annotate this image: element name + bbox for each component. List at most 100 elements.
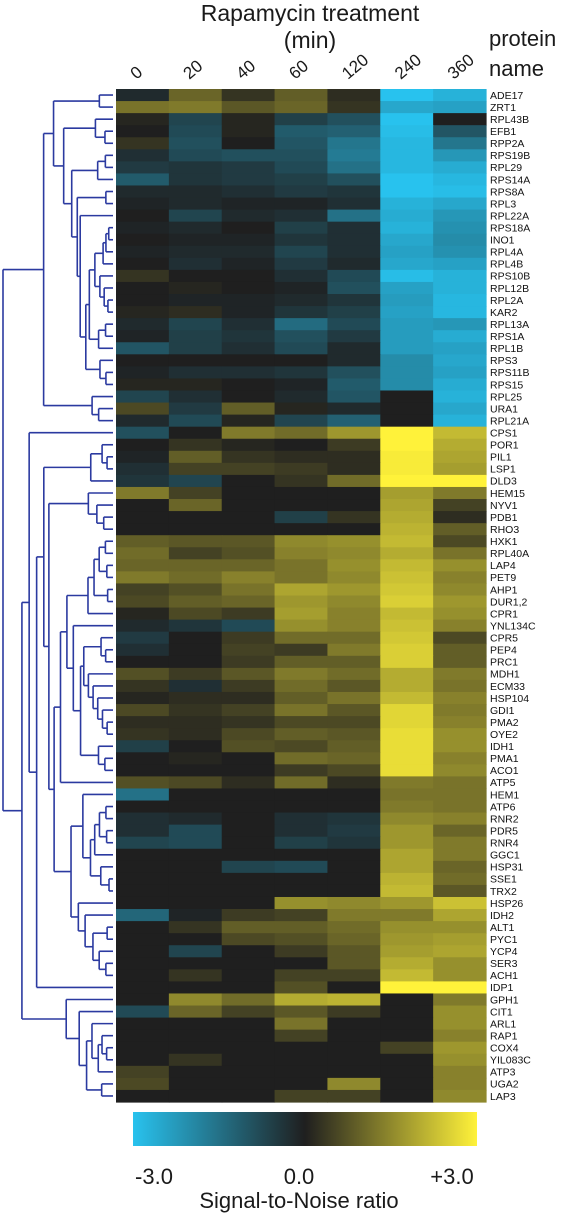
heatmap-cell [327,595,381,609]
chart-title-line2: (min) [284,27,336,53]
row-label: RHO3 [490,524,519,536]
heatmap-cell [327,245,381,259]
heatmap-cell [221,728,276,741]
heatmap-cell [380,474,434,488]
heatmap-cell [274,269,329,283]
heatmap-cell [168,740,223,753]
heatmap-cell [274,414,329,428]
row-label: COX4 [490,1043,519,1055]
heatmap-cell [433,571,487,585]
heatmap-cell [327,945,381,958]
heatmap-cell [380,631,434,645]
heatmap-cell [168,511,223,524]
heatmap-cell [433,438,487,452]
row-label: RPL13A [490,319,529,331]
heatmap-cell [116,1029,170,1043]
heatmap-cell [274,655,329,669]
heatmap-cell [221,764,276,777]
heatmap-cell [433,474,487,488]
heatmap-cell [327,306,381,319]
heatmap-cell [327,896,381,910]
heatmap-cell [168,1041,223,1055]
heatmap-cell [380,173,434,187]
heatmap-cell [116,438,170,452]
heatmap-cell [274,752,329,765]
heatmap-cell [327,583,381,597]
heatmap-cell [116,752,170,765]
heatmap-cell [327,788,381,802]
heatmap-cell [221,281,276,295]
heatmap-cell [221,1017,276,1031]
heatmap-cell [168,981,223,995]
row-label: PRC1 [490,657,518,669]
heatmap-cell [327,390,381,404]
heatmap-cell [327,860,381,874]
heatmap-cell [433,269,487,283]
heatmap-cell [116,402,170,416]
heatmap-cell [168,969,223,983]
heatmap-cell [327,318,381,331]
row-label: IDP1 [490,982,514,994]
heatmap-cell [221,306,276,319]
heatmap-cell [221,595,276,609]
row-label: RNR2 [490,813,519,825]
heatmap-cell [116,486,170,500]
row-label: HSP31 [490,862,523,874]
heatmap-cell [116,390,170,404]
heatmap-cell [221,511,276,524]
heatmap-cell [380,137,434,150]
heatmap-cell [433,342,487,355]
heatmap-cell [221,836,276,850]
heatmap-cell [433,716,487,729]
heatmap-cell [433,257,487,271]
heatmap-cell [221,667,276,681]
heatmap-cell [327,679,381,693]
heatmap-cell [433,318,487,331]
heatmap-cell [327,716,381,729]
heatmap-cell [380,233,434,247]
heatmap-cell [274,281,329,295]
heatmap-cell [433,426,487,440]
heatmap-cell [327,149,381,162]
heatmap-cell [221,752,276,765]
heatmap-cell [221,318,276,331]
heatmap-cell [221,245,276,259]
column-label: 0 [127,62,146,83]
heatmap-cell [168,993,223,1007]
heatmap-cell [433,185,487,199]
heatmap-cell [168,824,223,838]
heatmap-cell [168,933,223,946]
heatmap-cell [168,342,223,355]
heatmap-cell [274,691,329,705]
heatmap-cell [433,860,487,874]
heatmap-cell [221,1041,276,1055]
heatmap-cell [380,848,434,862]
heatmap-cell [433,704,487,717]
heatmap-cell [221,547,276,560]
heatmap-cell [274,233,329,247]
heatmap-cell [380,1077,434,1091]
row-label: RPS11B [490,367,530,379]
heatmap-cell [116,269,170,283]
heatmap-cell [327,523,381,536]
row-label: ATP5 [490,777,516,789]
row-label: ACH1 [490,970,518,982]
heatmap-cell [168,269,223,283]
row-label: HEM1 [490,789,519,801]
heatmap-cell [380,1017,434,1031]
heatmap-cell [116,197,170,211]
heatmap-cell [380,1005,434,1019]
row-header-line2: name [489,56,544,81]
heatmap-cell [380,1041,434,1055]
heatmap-cell [168,438,223,452]
heatmap-cell [116,462,170,476]
row-label: ADE17 [490,90,523,102]
heatmap-cell [168,366,223,380]
heatmap-cell [168,728,223,741]
heatmap-cell [327,330,381,343]
heatmap-cell [274,812,329,826]
heatmap-cell [221,438,276,452]
heatmap-cell [274,511,329,524]
heatmap-cell [221,800,276,814]
